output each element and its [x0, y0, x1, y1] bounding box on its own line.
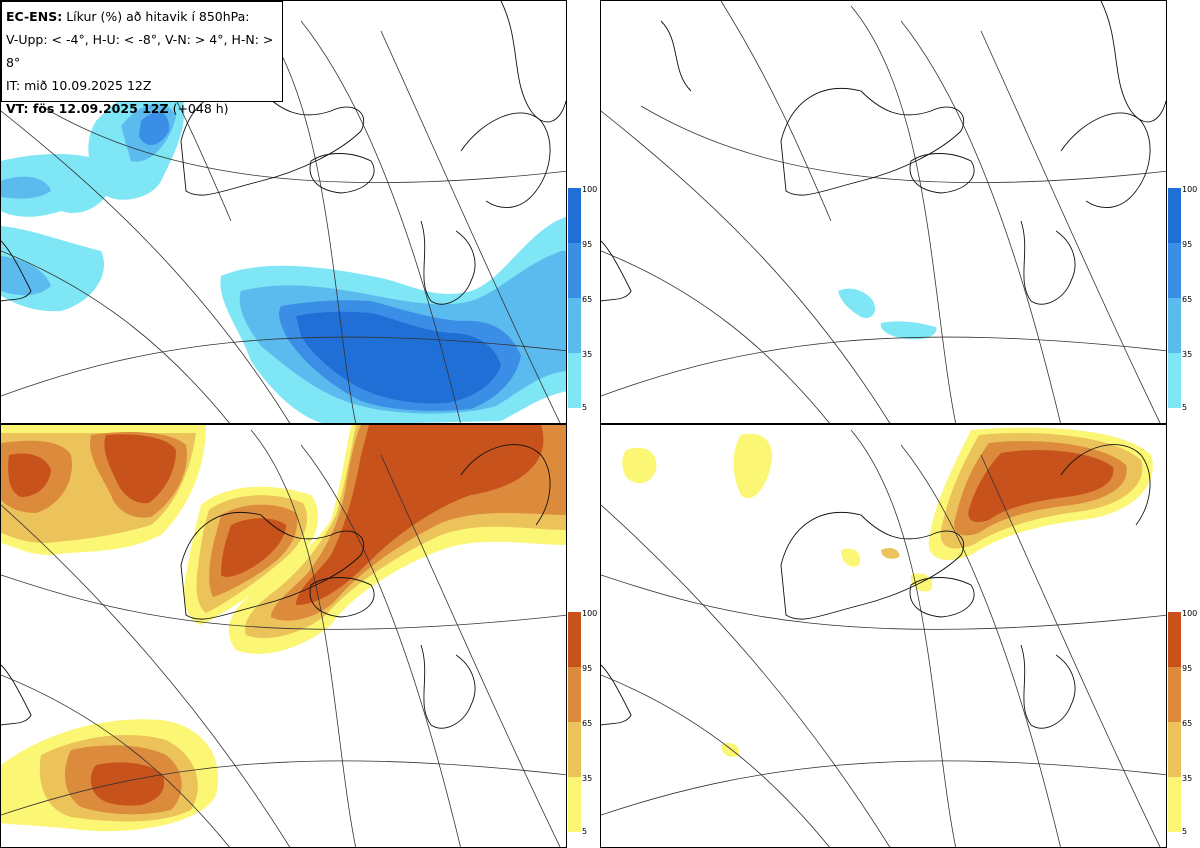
- probability-field: [1, 425, 566, 832]
- probability-field: [838, 288, 937, 340]
- valid-time-label: VT: fös 12.09.2025 12Z: [6, 101, 169, 116]
- map-panel-bottom-right: [600, 424, 1167, 848]
- colorbar-tick: 95: [1182, 240, 1193, 249]
- map-panel-top-left: EC-ENS: Líkur (%) að hitavik í 850hPa: V…: [0, 0, 567, 424]
- colorbar-tick: 35: [1182, 774, 1193, 783]
- model-label: EC-ENS:: [6, 9, 63, 24]
- colorbar-orange-bottom-right: 100 95 65 35 5: [1168, 610, 1197, 836]
- colorbar-tick: 35: [582, 774, 593, 783]
- colorbar-tick: 65: [1182, 295, 1193, 304]
- coastlines: [601, 1, 1166, 305]
- map-panel-bottom-left: [0, 424, 567, 848]
- colorbar-segment: [568, 188, 581, 243]
- coastlines: [601, 444, 1151, 729]
- map-canvas-bl: [1, 425, 566, 847]
- map-canvas-br: [601, 427, 1166, 847]
- legend-box: EC-ENS: Líkur (%) að hitavik í 850hPa: V…: [1, 1, 283, 116]
- colorbar-segment: [1168, 667, 1181, 722]
- colorbar-tick: 65: [582, 719, 593, 728]
- legend-valid-line: VT: fös 12.09.2025 12Z (+048 h): [6, 97, 278, 120]
- legend-init-time: IT: mið 10.09.2025 12Z: [6, 78, 152, 93]
- map-canvas-tl: [1, 1, 566, 423]
- colorbar-tick: 35: [582, 350, 593, 359]
- colorbar-tick: 95: [582, 240, 593, 249]
- colorbar-blue-top-right: 100 95 65 35 5: [1168, 186, 1197, 412]
- colorbar-tick: 100: [1182, 185, 1198, 194]
- colorbar-tick: 5: [1182, 403, 1188, 412]
- colorbar-segment: [1168, 353, 1181, 408]
- colorbar-segment: [1168, 243, 1181, 298]
- colorbar-segment: [568, 612, 581, 667]
- graticule: [1, 429, 566, 847]
- colorbar-tick: 100: [1182, 609, 1198, 618]
- colorbar-tick: 95: [582, 664, 593, 673]
- colorbar-segment: [568, 667, 581, 722]
- colorbar-segment: [568, 353, 581, 408]
- colorbar-tick: 100: [582, 185, 598, 194]
- colorbar-segment: [568, 243, 581, 298]
- graticule: [601, 429, 1166, 847]
- map-panel-top-right: [600, 0, 1167, 424]
- map-canvas-tr: [601, 1, 1166, 423]
- coastlines: [1, 444, 551, 729]
- colorbar-tick: 95: [1182, 664, 1193, 673]
- colorbar-segment: [568, 298, 581, 353]
- valid-offset-label: (+048 h): [172, 101, 229, 116]
- colorbar-segment: [1168, 298, 1181, 353]
- colorbar-tick: 5: [582, 827, 588, 836]
- colorbar-tick: 65: [582, 295, 593, 304]
- colorbar-tick: 5: [1182, 827, 1188, 836]
- colorbar-tick: 5: [582, 403, 588, 412]
- colorbar-orange-bottom-left: 100 95 65 35 5: [568, 610, 597, 836]
- colorbar-segment: [1168, 722, 1181, 777]
- legend-title-line: EC-ENS: Líkur (%) að hitavik í 850hPa:: [6, 5, 278, 28]
- legend-thresholds: V-Upp: < -4°, H-U: < -8°, V-N: > 4°, H-N…: [6, 32, 274, 70]
- colorbar-segment: [1168, 777, 1181, 832]
- colorbar-tick: 35: [1182, 350, 1193, 359]
- colorbar-segment: [1168, 612, 1181, 667]
- graticule: [1, 1, 566, 423]
- colorbar-segment: [568, 777, 581, 832]
- colorbar-segment: [1168, 188, 1181, 243]
- colorbar-tick: 100: [582, 609, 598, 618]
- colorbar-segment: [568, 722, 581, 777]
- colorbar-tick: 65: [1182, 719, 1193, 728]
- graticule: [601, 1, 1166, 423]
- probability-field: [622, 427, 1153, 757]
- title-label: Líkur (%) að hitavik í 850hPa:: [66, 9, 250, 24]
- probability-field: [1, 83, 566, 423]
- colorbar-blue-top-left: 100 95 65 35 5: [568, 186, 597, 412]
